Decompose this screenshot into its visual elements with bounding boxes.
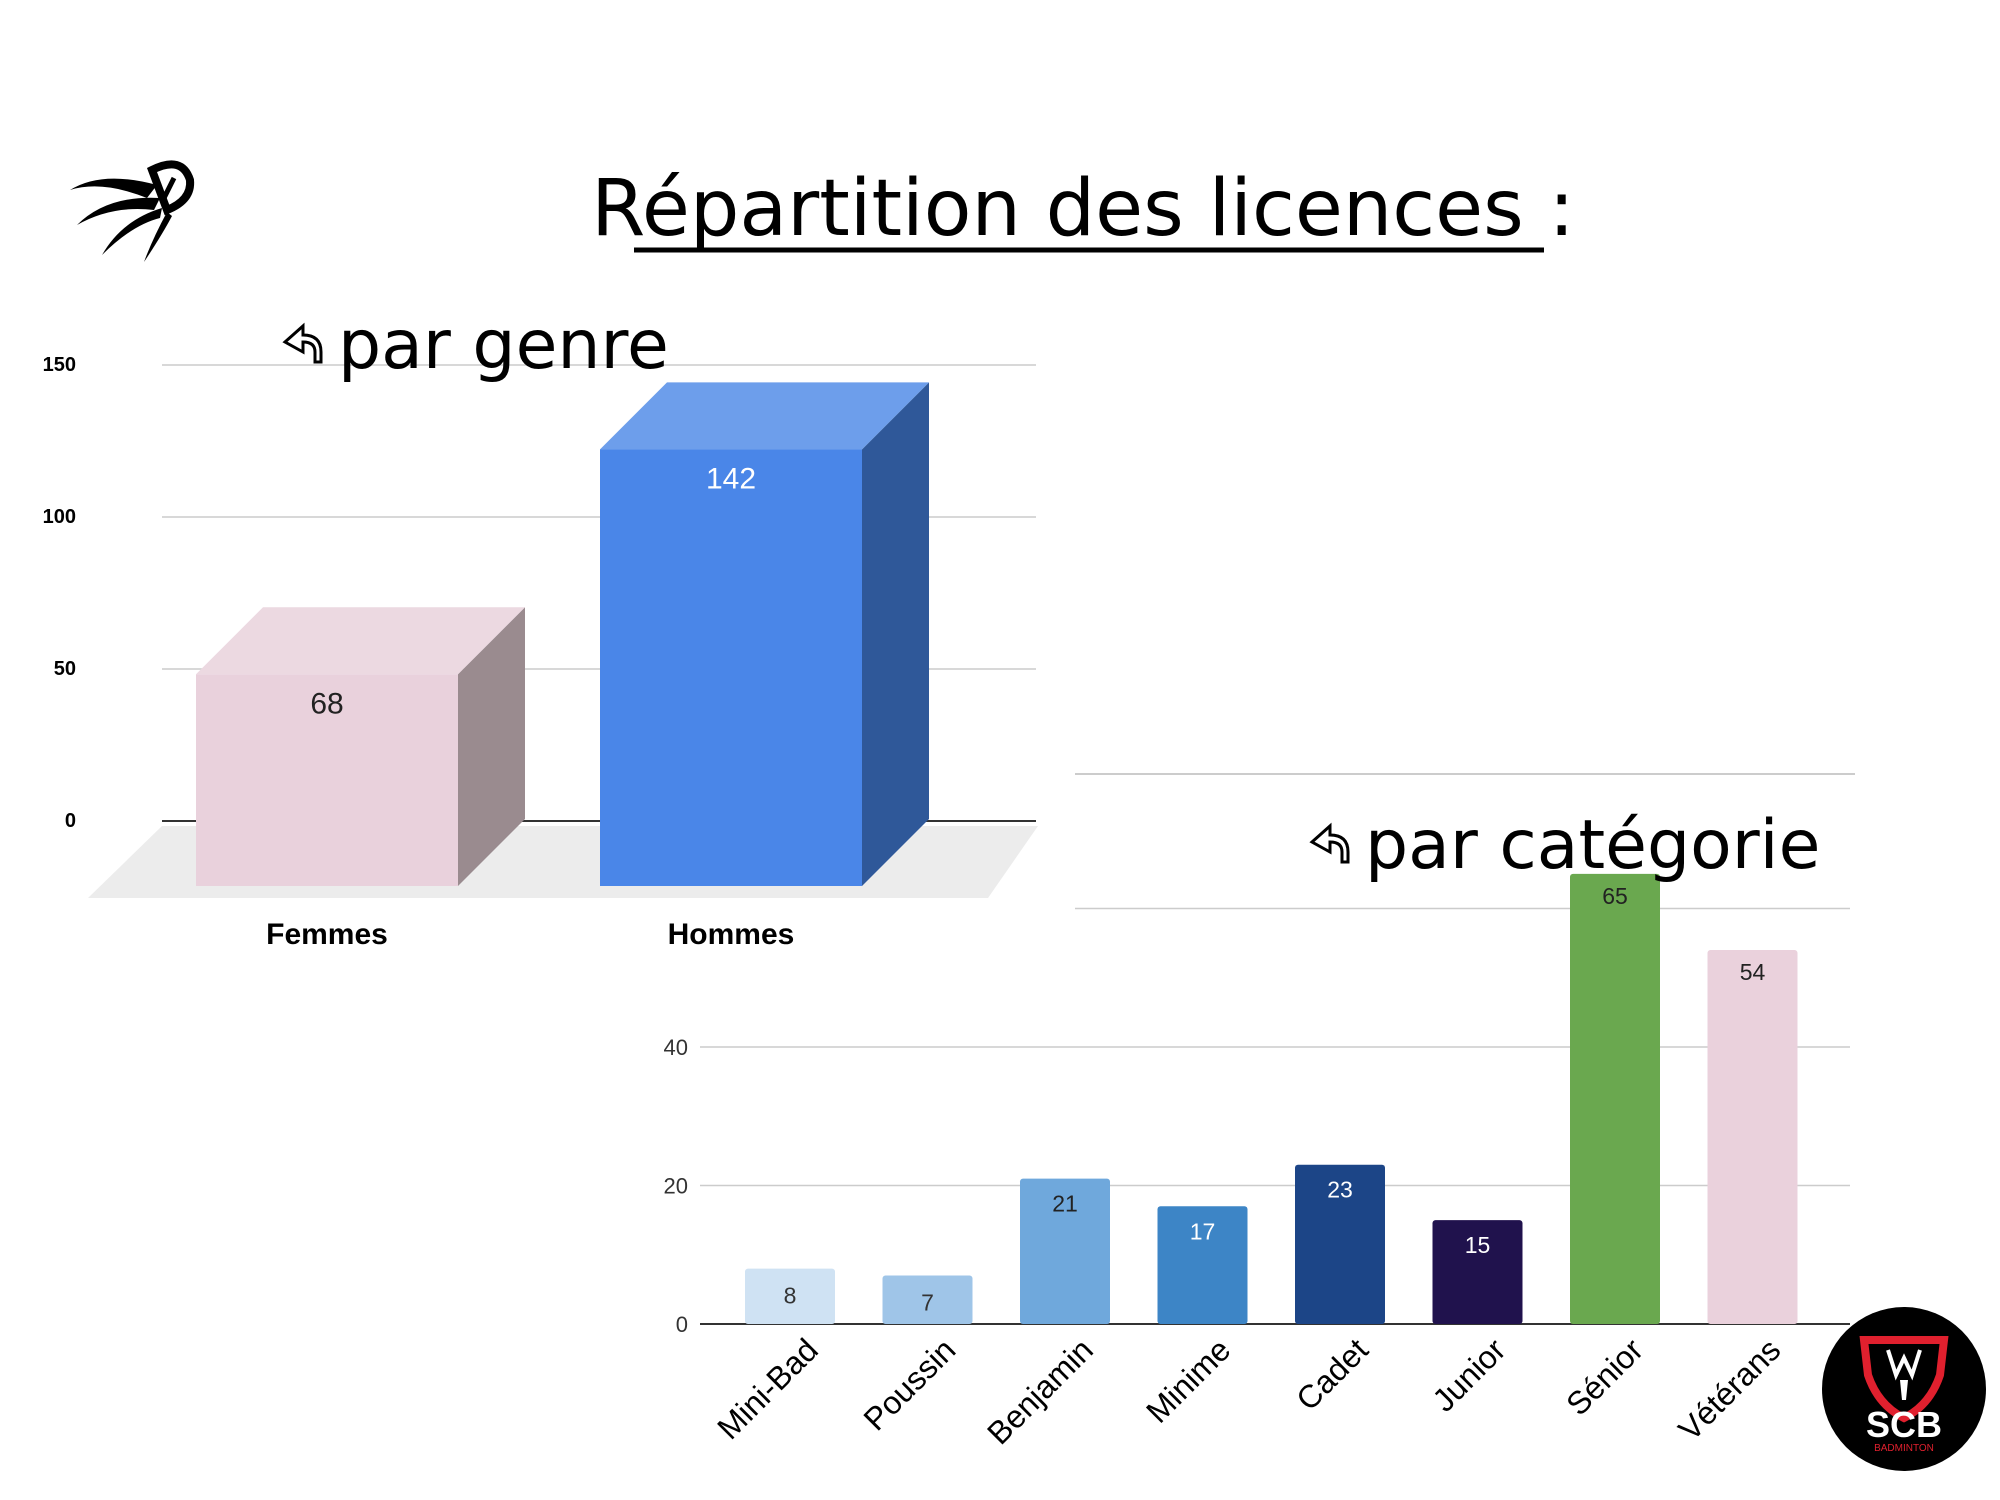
bar-side bbox=[458, 607, 525, 886]
data-label: 23 bbox=[1327, 1177, 1353, 1203]
return-arrow-icon bbox=[1309, 822, 1350, 864]
gender-chart: 0 50 100 150 68 Femmes 142 Hommes par genre bbox=[43, 306, 1038, 951]
bar bbox=[1157, 1206, 1248, 1324]
scb-logo-subtext: BADMINTON bbox=[1874, 1443, 1934, 1454]
bar bbox=[1295, 1164, 1385, 1324]
data-label: 68 bbox=[310, 687, 343, 720]
scb-logo-text: SCB bbox=[1866, 1404, 1942, 1445]
bar bbox=[1020, 1178, 1110, 1324]
x-tick-label: Sénior bbox=[1559, 1331, 1650, 1422]
x-tick-label: Junior bbox=[1425, 1331, 1512, 1418]
x-tick-label: Poussin bbox=[856, 1331, 962, 1437]
y-tick-label: 40 bbox=[664, 1035, 688, 1060]
x-tick-label: Mini-Bad bbox=[710, 1331, 825, 1446]
return-arrow-icon bbox=[282, 322, 323, 364]
chart-subtitle-gender: par genre bbox=[338, 306, 669, 385]
x-tick-label: Minime bbox=[1139, 1331, 1237, 1429]
bar-side bbox=[862, 382, 929, 886]
badminton-shuttlecock-icon bbox=[70, 160, 195, 262]
data-label: 54 bbox=[1740, 959, 1766, 985]
data-label: 65 bbox=[1602, 883, 1628, 909]
bar bbox=[1707, 950, 1798, 1324]
page-title: Répartition des licences : bbox=[591, 164, 1575, 254]
data-label: 7 bbox=[921, 1290, 934, 1316]
data-label: 15 bbox=[1465, 1232, 1491, 1258]
y-tick-label: 0 bbox=[65, 810, 76, 832]
data-label: 142 bbox=[706, 462, 756, 495]
bar-top bbox=[196, 607, 525, 675]
x-tick-label: Cadet bbox=[1289, 1331, 1375, 1417]
data-label: 8 bbox=[784, 1283, 797, 1309]
y-tick-label: 0 bbox=[676, 1312, 688, 1337]
x-tick-label: Benjamin bbox=[980, 1331, 1100, 1451]
y-tick-label: 100 bbox=[43, 506, 76, 528]
x-tick-label: Femmes bbox=[266, 918, 388, 951]
x-tick-label: Hommes bbox=[668, 918, 795, 951]
data-label: 21 bbox=[1052, 1191, 1078, 1217]
bar bbox=[882, 1275, 973, 1324]
bar bbox=[1570, 873, 1660, 1324]
bar bbox=[196, 674, 458, 886]
chart-subtitle-category: par catégorie bbox=[1365, 806, 1820, 885]
x-tick-label: Vétérans bbox=[1671, 1331, 1787, 1447]
scb-logo: SCB BADMINTON bbox=[1822, 1307, 1986, 1471]
bar bbox=[745, 1268, 835, 1324]
y-tick-label: 20 bbox=[664, 1174, 688, 1199]
bar bbox=[1432, 1220, 1523, 1324]
y-tick-label: 150 bbox=[43, 354, 76, 376]
data-label: 17 bbox=[1190, 1218, 1216, 1244]
bar bbox=[600, 449, 862, 886]
y-tick-label: 50 bbox=[54, 658, 76, 680]
bar-top bbox=[600, 382, 929, 450]
